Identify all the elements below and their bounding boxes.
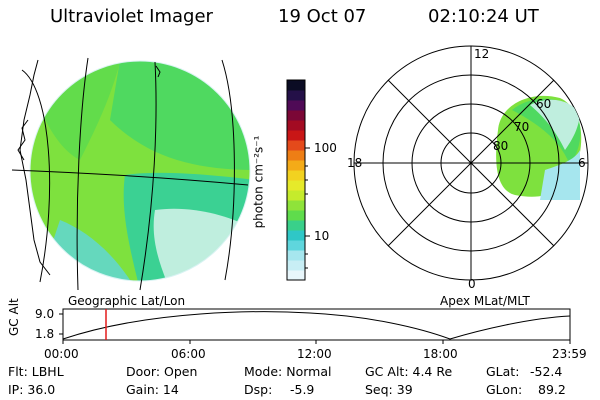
glat-value: -52.4 [530, 364, 563, 379]
ip-info: IP: 36.0 [8, 382, 56, 397]
colorbar [286, 79, 310, 281]
colorbar-cell [287, 240, 305, 251]
polar-plot [353, 45, 589, 281]
mlt-label-12: 12 [474, 47, 490, 61]
dsp-info: Dsp: [244, 382, 273, 397]
map-fill-faint [153, 208, 250, 281]
instrument-title: Ultraviolet Imager [50, 6, 213, 27]
gc-alt-info: GC Alt: 4.4 Re [365, 364, 453, 379]
geographic-map [11, 57, 251, 291]
colorbar-cell [287, 160, 305, 171]
altitude-timeline [59, 308, 571, 344]
mlat-label-70: 70 [514, 120, 530, 134]
altitude-curve [62, 311, 571, 340]
coastline [19, 59, 51, 276]
timeline-ylabel-1-8: 1.8 [35, 327, 55, 341]
mlt-label-0: 0 [468, 277, 476, 291]
timeline-xtick-2359: 23:59 [552, 347, 587, 361]
colorbar-cell [287, 110, 305, 121]
colorbar-cell [287, 150, 305, 161]
mlat-label-60: 60 [536, 97, 552, 111]
timeline-xtick-0000: 00:00 [44, 347, 79, 361]
left-map-caption: Geographic Lat/Lon [68, 294, 186, 308]
right-map-caption: Apex MLat/MLT [440, 294, 530, 308]
colorbar-cell [287, 180, 305, 191]
colorbar-cell [287, 250, 305, 261]
colorbar-cell [287, 130, 305, 141]
colorbar-cell [287, 190, 305, 201]
door-info: Door: Open [126, 364, 198, 379]
dsp-value: -5.9 [290, 382, 315, 397]
time-label: 02:10:24 UT [428, 6, 539, 27]
mlt-label-18: 18 [347, 156, 363, 170]
colorbar-cell [287, 270, 305, 281]
glon-info: GLon: [486, 382, 523, 397]
gain-info: Gain: 14 [126, 382, 179, 397]
colorbar-cell [287, 230, 305, 241]
colorbar-tick-100: 100 [314, 141, 337, 155]
flt-info: Flt: LBHL [8, 364, 64, 379]
lat-lon-grid [11, 57, 249, 291]
timeline-ylabel-9: 9.0 [35, 307, 55, 321]
timeline-xtick-1200: 12:00 [297, 347, 332, 361]
colorbar-cell [287, 100, 305, 111]
colorbar-cell [287, 170, 305, 181]
mode-info: Mode: Normal [244, 364, 332, 379]
mlt-label-6: 6 [578, 156, 586, 170]
colorbar-cell [287, 80, 305, 91]
colorbar-cell [287, 90, 305, 101]
auroral-oval [496, 95, 582, 200]
colorbar-tick-10: 10 [314, 229, 330, 243]
colorbar-cell [287, 140, 305, 151]
glon-value: 89.2 [538, 382, 566, 397]
timeline-axis-label: GC Alt [7, 298, 21, 336]
timeline-xtick-0600: 06:00 [171, 347, 206, 361]
seq-info: Seq: 39 [365, 382, 413, 397]
colorbar-cell [287, 260, 305, 271]
date-label: 19 Oct 07 [278, 6, 367, 27]
timeline-xtick-1800: 18:00 [423, 347, 458, 361]
colorbar-cell [287, 200, 305, 211]
colorbar-cell [287, 120, 305, 131]
colorbar-cell [287, 210, 305, 221]
colorbar-cell [287, 220, 305, 231]
glat-info: GLat: [486, 364, 520, 379]
colorbar-unit-label: photon cm⁻²s⁻¹ [251, 135, 266, 229]
mlat-label-80: 80 [493, 139, 509, 153]
